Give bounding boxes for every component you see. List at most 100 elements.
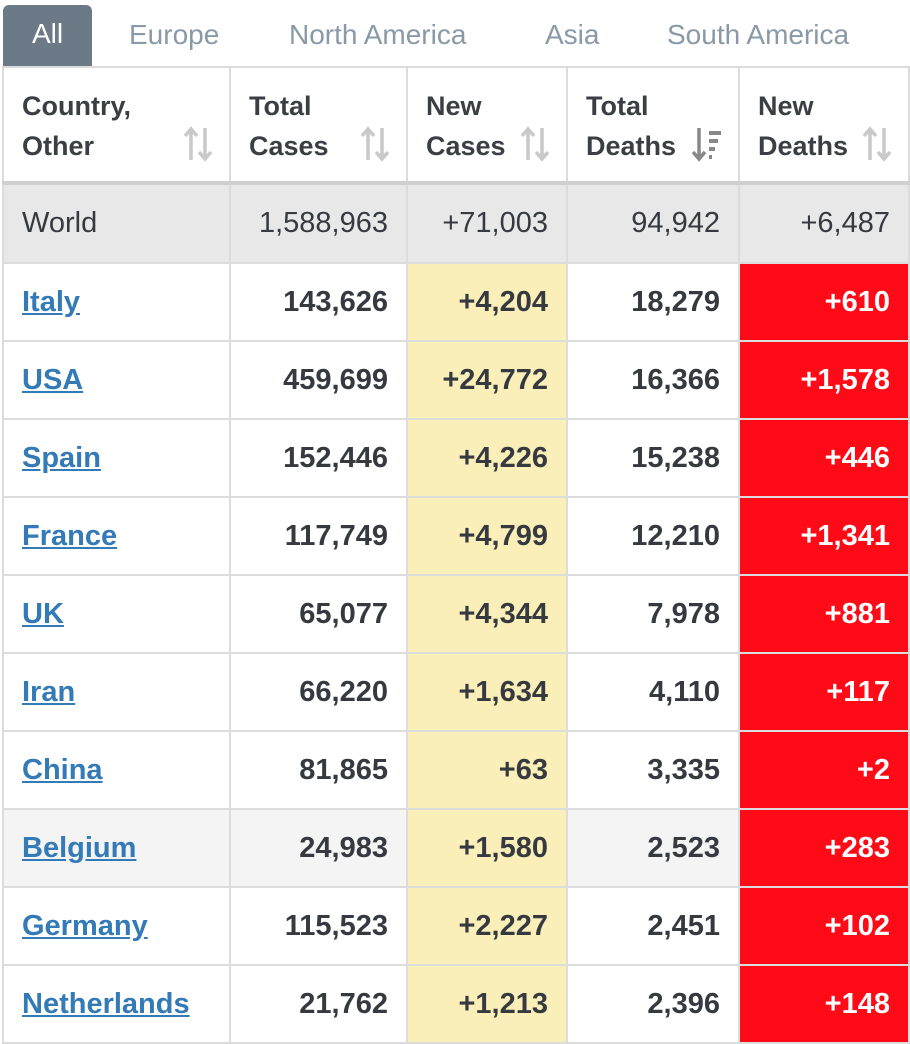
header-total-cases-line2: Cases bbox=[249, 131, 329, 161]
total-cases-cell: 24,983 bbox=[229, 808, 408, 888]
total-cases-cell: 117,749 bbox=[229, 496, 408, 576]
new-deaths-cell: +1,578 bbox=[738, 340, 910, 420]
new-deaths-cell: +117 bbox=[738, 652, 910, 732]
country-link[interactable]: Germany bbox=[22, 909, 148, 942]
header-total-cases-line1: Total bbox=[249, 91, 312, 121]
country-cell: USA bbox=[2, 340, 231, 420]
new-cases-cell: +4,344 bbox=[406, 574, 568, 654]
world-new-deaths: +6,487 bbox=[738, 182, 910, 264]
new-cases-cell: +1,213 bbox=[406, 964, 568, 1044]
total-cases-cell: 66,220 bbox=[229, 652, 408, 732]
table-row: UK 65,077 +4,344 7,978 +881 bbox=[2, 574, 910, 654]
world-new-cases: +71,003 bbox=[406, 182, 568, 264]
country-cell: Belgium bbox=[2, 808, 231, 888]
country-cell: Italy bbox=[2, 262, 231, 342]
new-cases-cell: +4,226 bbox=[406, 418, 568, 498]
header-new-cases[interactable]: New Cases bbox=[406, 66, 568, 185]
new-cases-cell: +2,227 bbox=[406, 886, 568, 966]
new-deaths-cell: +881 bbox=[738, 574, 910, 654]
header-new-cases-line1: New bbox=[426, 91, 482, 121]
total-deaths-cell: 3,335 bbox=[566, 730, 740, 810]
table-row: Netherlands 21,762 +1,213 2,396 +148 bbox=[2, 964, 910, 1044]
new-deaths-cell: +1,341 bbox=[738, 496, 910, 576]
country-cell: UK bbox=[2, 574, 231, 654]
total-cases-cell: 459,699 bbox=[229, 340, 408, 420]
new-cases-cell: +1,634 bbox=[406, 652, 568, 732]
new-cases-cell: +4,204 bbox=[406, 262, 568, 342]
region-tabs: All Europe North America Asia South Amer… bbox=[0, 0, 910, 66]
country-link[interactable]: France bbox=[22, 519, 118, 552]
total-deaths-cell: 16,366 bbox=[566, 340, 740, 420]
world-label: World bbox=[2, 182, 231, 264]
table-row: Iran 66,220 +1,634 4,110 +117 bbox=[2, 652, 910, 732]
header-new-cases-line2: Cases bbox=[426, 131, 506, 161]
header-total-deaths-line1: Total bbox=[586, 91, 649, 121]
world-total-cases: 1,588,963 bbox=[229, 182, 408, 264]
tab-south-america[interactable]: South America bbox=[667, 19, 850, 50]
total-cases-cell: 81,865 bbox=[229, 730, 408, 810]
header-total-deaths[interactable]: Total Deaths bbox=[566, 66, 740, 185]
new-cases-cell: +63 bbox=[406, 730, 568, 810]
country-cell: Germany bbox=[2, 886, 231, 966]
header-country[interactable]: Country, Other bbox=[2, 66, 231, 185]
sort-both-icon[interactable] bbox=[360, 126, 390, 162]
total-deaths-cell: 2,451 bbox=[566, 886, 740, 966]
table-row: China 81,865 +63 3,335 +2 bbox=[2, 730, 910, 810]
country-link[interactable]: Spain bbox=[22, 441, 101, 474]
table-row: USA 459,699 +24,772 16,366 +1,578 bbox=[2, 340, 910, 420]
table-row: Germany 115,523 +2,227 2,451 +102 bbox=[2, 886, 910, 966]
tab-north-america[interactable]: North America bbox=[289, 19, 467, 50]
country-cell: China bbox=[2, 730, 231, 810]
country-cell: Iran bbox=[2, 652, 231, 732]
sort-both-icon[interactable] bbox=[862, 126, 892, 162]
new-deaths-cell: +2 bbox=[738, 730, 910, 810]
table-row: Belgium 24,983 +1,580 2,523 +283 bbox=[2, 808, 910, 888]
tab-asia[interactable]: Asia bbox=[545, 19, 600, 50]
total-cases-cell: 65,077 bbox=[229, 574, 408, 654]
header-country-line2: Other bbox=[22, 131, 95, 161]
country-link[interactable]: China bbox=[22, 753, 103, 786]
table-row: Spain 152,446 +4,226 15,238 +446 bbox=[2, 418, 910, 498]
total-deaths-cell: 4,110 bbox=[566, 652, 740, 732]
total-deaths-cell: 7,978 bbox=[566, 574, 740, 654]
new-deaths-cell: +102 bbox=[738, 886, 910, 966]
new-cases-cell: +4,799 bbox=[406, 496, 568, 576]
tab-europe[interactable]: Europe bbox=[129, 19, 220, 50]
new-deaths-cell: +283 bbox=[738, 808, 910, 888]
new-cases-cell: +24,772 bbox=[406, 340, 568, 420]
header-total-deaths-line2: Deaths bbox=[586, 131, 677, 161]
total-cases-cell: 115,523 bbox=[229, 886, 408, 966]
country-link[interactable]: Italy bbox=[22, 285, 81, 318]
header-total-cases[interactable]: Total Cases bbox=[229, 66, 408, 185]
cases-table: Country, Other Total Cases New Cases bbox=[2, 66, 910, 1044]
total-deaths-cell: 12,210 bbox=[566, 496, 740, 576]
header-country-line1: Country, bbox=[22, 91, 131, 121]
country-link[interactable]: UK bbox=[22, 597, 64, 630]
total-cases-cell: 143,626 bbox=[229, 262, 408, 342]
total-deaths-cell: 18,279 bbox=[566, 262, 740, 342]
country-link[interactable]: Belgium bbox=[22, 831, 137, 864]
country-cell: Spain bbox=[2, 418, 231, 498]
country-link[interactable]: USA bbox=[22, 363, 84, 396]
total-cases-cell: 152,446 bbox=[229, 418, 408, 498]
world-total-deaths: 94,942 bbox=[566, 182, 740, 264]
header-new-deaths-line1: New bbox=[758, 91, 814, 121]
sort-both-icon[interactable] bbox=[183, 126, 213, 162]
new-deaths-cell: +610 bbox=[738, 262, 910, 342]
table-row: France 117,749 +4,799 12,210 +1,341 bbox=[2, 496, 910, 576]
new-deaths-cell: +446 bbox=[738, 418, 910, 498]
country-link[interactable]: Iran bbox=[22, 675, 76, 708]
new-deaths-cell: +148 bbox=[738, 964, 910, 1044]
tab-all[interactable]: All bbox=[3, 5, 92, 66]
new-cases-cell: +1,580 bbox=[406, 808, 568, 888]
table-header-row: Country, Other Total Cases New Cases bbox=[2, 66, 910, 185]
header-new-deaths[interactable]: New Deaths bbox=[738, 66, 910, 185]
country-cell: Netherlands bbox=[2, 964, 231, 1044]
country-link[interactable]: Netherlands bbox=[22, 987, 190, 1020]
total-deaths-cell: 2,396 bbox=[566, 964, 740, 1044]
total-cases-cell: 21,762 bbox=[229, 964, 408, 1044]
country-cell: France bbox=[2, 496, 231, 576]
sort-desc-icon[interactable] bbox=[692, 126, 722, 162]
header-new-deaths-line2: Deaths bbox=[758, 131, 849, 161]
sort-both-icon[interactable] bbox=[520, 126, 550, 162]
